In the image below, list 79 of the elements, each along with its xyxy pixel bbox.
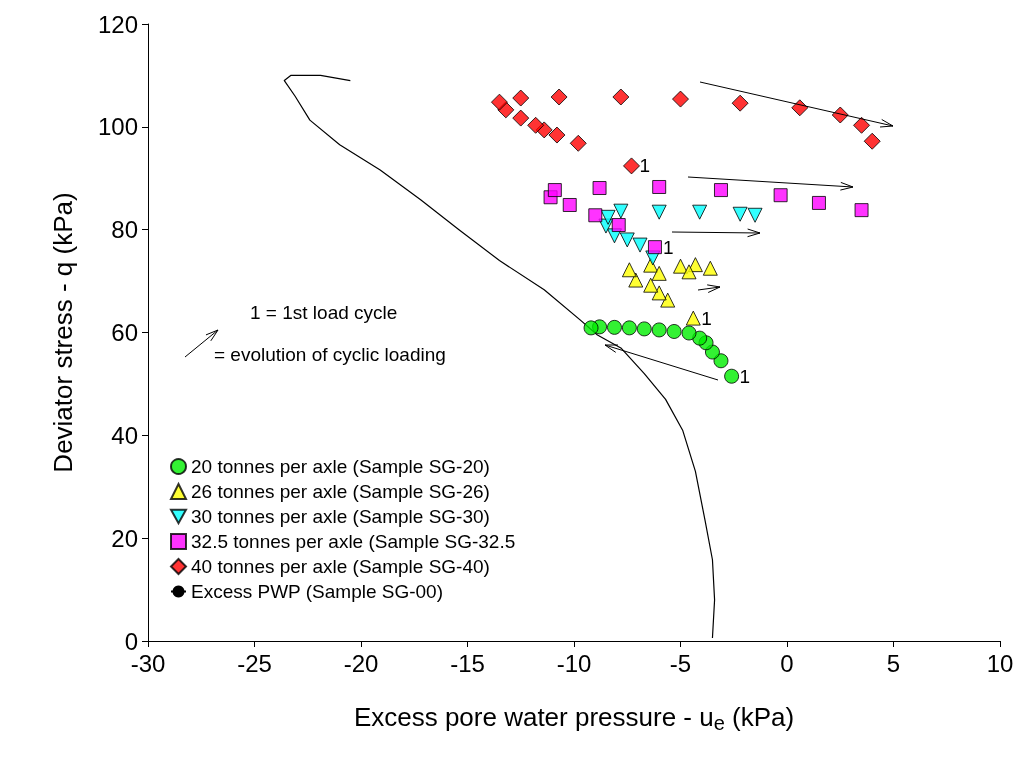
point — [651, 265, 667, 281]
annotation: 1 — [662, 236, 674, 258]
point — [672, 90, 689, 108]
y-tick-label: 100 — [97, 113, 138, 141]
point — [651, 204, 667, 220]
point — [588, 208, 603, 223]
point — [636, 321, 652, 337]
point — [853, 116, 871, 134]
point — [692, 204, 708, 220]
point — [606, 319, 622, 335]
point — [713, 183, 728, 198]
legend-label: 20 tonnes per axle (Sample SG-20) — [191, 456, 490, 477]
point — [527, 116, 545, 134]
point — [512, 109, 530, 127]
y-tick-label: 120 — [97, 10, 138, 38]
point — [619, 232, 635, 248]
point — [702, 260, 718, 276]
annotation: 1 — [739, 365, 751, 387]
x-tick-label: 5 — [886, 649, 901, 677]
point — [681, 325, 697, 341]
x-tick-label: -10 — [556, 649, 592, 677]
point — [731, 94, 749, 112]
point — [652, 179, 667, 194]
legend-label: Excess PWP (Sample SG-00) — [191, 581, 444, 602]
point — [651, 322, 667, 338]
legend-label: 32.5 tonnes per axle (Sample SG-32.5 — [191, 531, 516, 552]
annotation: = evolution of cyclic loading — [214, 343, 446, 365]
legend-label: 40 tonnes per axle (Sample SG-40) — [191, 556, 490, 577]
annotation: 1 — [639, 155, 651, 177]
point — [673, 258, 688, 274]
point — [512, 89, 530, 107]
point — [773, 188, 788, 203]
y-tick-label: 40 — [111, 421, 138, 449]
legend-label: 26 tonnes per axle (Sample SG-26) — [191, 481, 490, 502]
x-tick-label: -15 — [450, 649, 485, 677]
point — [550, 88, 568, 106]
point — [600, 209, 616, 225]
x-tick-label: 0 — [780, 649, 794, 677]
point — [621, 320, 637, 336]
point — [685, 310, 701, 326]
x-tick-label: -20 — [343, 649, 379, 677]
point — [569, 134, 587, 152]
point — [583, 320, 599, 336]
point — [811, 195, 826, 210]
point — [628, 272, 644, 288]
point — [732, 206, 748, 222]
point — [854, 203, 869, 218]
point — [724, 368, 740, 384]
point — [647, 240, 662, 255]
point — [613, 203, 629, 219]
point — [681, 264, 697, 280]
x-tick-label: -5 — [669, 649, 692, 677]
point — [490, 93, 508, 111]
point — [611, 218, 626, 233]
legend-label: 30 tonnes per axle (Sample SG-30) — [191, 506, 490, 527]
x-tick-label: 10 — [986, 649, 1014, 677]
y-tick-label: 20 — [111, 524, 138, 552]
y-axis-title: Deviator stress - q (kPa) — [48, 192, 78, 473]
point — [612, 88, 630, 106]
annotation: 1 — [701, 307, 712, 329]
point — [562, 197, 577, 212]
point — [651, 285, 667, 301]
point — [660, 292, 676, 308]
x-tick-label: -25 — [237, 649, 272, 677]
point — [547, 183, 562, 198]
point — [548, 126, 566, 144]
point — [592, 181, 607, 196]
point — [623, 157, 641, 175]
point — [666, 323, 682, 339]
y-tick-label: 60 — [111, 319, 138, 346]
point — [747, 207, 763, 223]
y-tick-label: 80 — [111, 216, 138, 244]
point — [863, 132, 881, 150]
point — [713, 353, 729, 369]
annotation: 1 = 1st load cycle — [250, 301, 398, 323]
point — [621, 262, 637, 278]
point — [643, 277, 659, 293]
point — [692, 330, 708, 346]
point — [632, 237, 648, 253]
